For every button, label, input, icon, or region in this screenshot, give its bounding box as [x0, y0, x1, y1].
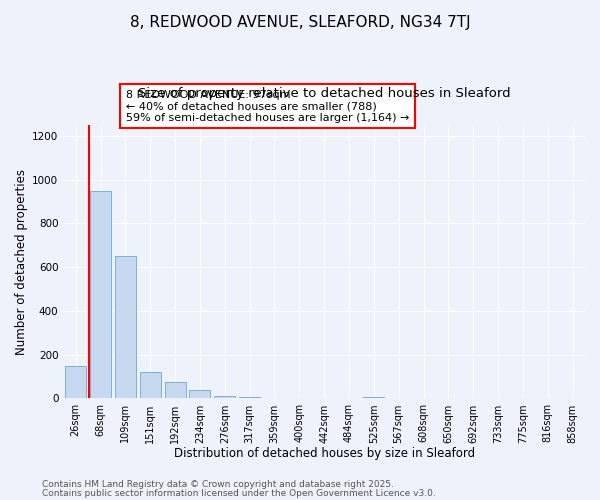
Y-axis label: Number of detached properties: Number of detached properties — [15, 169, 28, 355]
Bar — [164, 382, 185, 398]
Text: 8 REDWOOD AVENUE: 97sqm
← 40% of detached houses are smaller (788)
59% of semi-d: 8 REDWOOD AVENUE: 97sqm ← 40% of detache… — [126, 90, 409, 122]
Bar — [90, 190, 111, 398]
Bar — [140, 372, 161, 398]
Text: Contains public sector information licensed under the Open Government Licence v3: Contains public sector information licen… — [42, 489, 436, 498]
Text: 8, REDWOOD AVENUE, SLEAFORD, NG34 7TJ: 8, REDWOOD AVENUE, SLEAFORD, NG34 7TJ — [130, 15, 470, 30]
X-axis label: Distribution of detached houses by size in Sleaford: Distribution of detached houses by size … — [173, 447, 475, 460]
Bar — [115, 256, 136, 398]
Text: Contains HM Land Registry data © Crown copyright and database right 2025.: Contains HM Land Registry data © Crown c… — [42, 480, 394, 489]
Bar — [190, 390, 211, 398]
Bar — [214, 396, 235, 398]
Title: Size of property relative to detached houses in Sleaford: Size of property relative to detached ho… — [138, 88, 511, 101]
Bar — [65, 366, 86, 398]
